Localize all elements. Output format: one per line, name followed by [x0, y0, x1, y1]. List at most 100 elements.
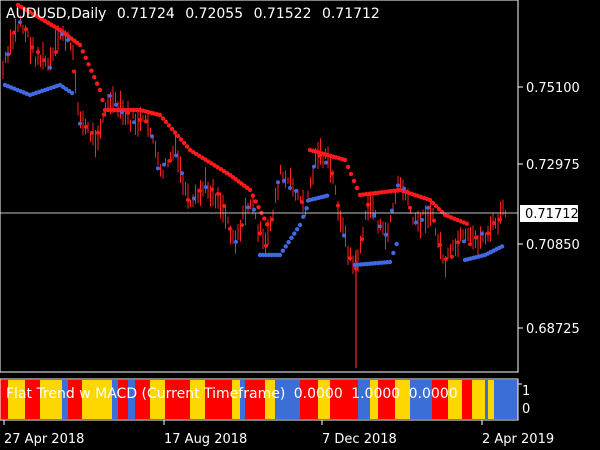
- time-tick-label: 27 Apr 2018: [4, 432, 84, 447]
- indicator-stripe: [40, 380, 62, 419]
- trend-dot: [77, 42, 83, 48]
- trend-dot: [253, 199, 258, 204]
- indicator-axis-bottom: 0: [522, 402, 531, 417]
- trend-dot: [468, 242, 472, 247]
- trend-dot: [102, 112, 106, 117]
- trend-dot: [174, 153, 178, 158]
- chart-title: AUDUSD,Daily 0.71724 0.72055 0.71522 0.7…: [6, 6, 386, 22]
- trend-dot: [486, 231, 490, 236]
- trend-dot: [492, 220, 496, 225]
- trend-dot: [78, 121, 82, 126]
- indicator-stripe: [128, 380, 135, 419]
- trend-dot: [324, 160, 328, 165]
- indicator-stripe: [318, 380, 330, 419]
- trend-dot: [432, 218, 436, 223]
- trend-dot: [144, 119, 148, 124]
- trend-dots: [2, 2, 505, 271]
- trend-dot: [157, 112, 163, 118]
- time-tick-label: 2 Apr 2019: [482, 432, 554, 447]
- main-frame: [0, 0, 519, 373]
- indicator-stripe: [432, 380, 448, 419]
- trend-dot: [427, 197, 433, 203]
- trend-dot: [86, 62, 91, 67]
- trend-dot: [366, 202, 370, 207]
- trend-dot: [336, 203, 340, 208]
- trend-dot: [169, 126, 175, 132]
- indicator-stripe: [8, 380, 25, 419]
- indicator-stripe: [485, 380, 488, 419]
- indicator-stripe: [488, 380, 494, 419]
- indicator-stripe: [448, 380, 462, 419]
- indicator-stripe: [275, 380, 300, 419]
- trend-dot: [430, 200, 436, 206]
- trend-dot: [162, 162, 166, 167]
- trend-dot: [100, 97, 105, 103]
- trend-dot: [252, 207, 256, 212]
- indicator-stripe: [472, 380, 485, 419]
- trend-dot: [150, 134, 154, 139]
- time-tick-label: 17 Aug 2018: [164, 432, 247, 447]
- trend-dot: [286, 239, 291, 245]
- trend-dot: [192, 196, 196, 201]
- trend-dot: [97, 87, 103, 93]
- trend-dot: [54, 50, 58, 55]
- trend-dot: [84, 124, 88, 129]
- trend-dot: [294, 188, 298, 193]
- trend-dot: [283, 244, 288, 249]
- indicator-stripe: [245, 380, 265, 419]
- trend-dot: [181, 140, 187, 146]
- trend-dot: [384, 232, 388, 237]
- time-axis: 27 Apr 2018 17 Aug 2018 7 Dec 2018 2 Apr 20…: [3, 420, 554, 447]
- indicator-name: Flat Trend w MACD (Current Timeframe): [6, 386, 286, 402]
- trend-dot: [204, 185, 208, 190]
- trend-dot: [120, 110, 124, 115]
- price-tick-label: 0.72975: [526, 158, 580, 173]
- trend-dot: [132, 120, 136, 125]
- trend-dot: [391, 250, 396, 256]
- trend-dot: [444, 257, 448, 262]
- indicator-stripe: [265, 380, 275, 419]
- price-tick-label: 0.68725: [526, 322, 580, 337]
- indicator-value-2: 1.0000: [351, 386, 401, 402]
- trend-dot: [138, 117, 142, 122]
- trend-dot: [436, 206, 442, 212]
- trend-dot: [256, 204, 261, 210]
- trend-dot: [66, 38, 70, 43]
- trend-dot: [348, 171, 354, 177]
- trend-dot: [498, 217, 502, 222]
- indicator-frame: [0, 378, 519, 421]
- trend-dot: [306, 198, 310, 203]
- indicator-value-3: 0.0000: [408, 386, 458, 402]
- trend-dot: [92, 74, 97, 80]
- trend-dot: [318, 153, 322, 158]
- indicator-stripe: [112, 380, 118, 419]
- trend-dot: [348, 256, 352, 261]
- indicator-stripe: [330, 380, 358, 419]
- indicator-stripe: [68, 380, 82, 419]
- price-bars: [2, 15, 506, 368]
- trend-dot: [96, 130, 100, 135]
- trend-dot: [264, 222, 270, 227]
- indicator-stripe: [25, 380, 40, 419]
- trend-dot: [464, 221, 470, 226]
- indicator-stripe: [240, 380, 245, 419]
- trend-dot: [342, 233, 346, 238]
- indicator-label: Flat Trend w MACD (Current Timeframe) 0.…: [6, 386, 462, 402]
- trend-dot: [166, 123, 172, 128]
- trend-dot: [163, 119, 169, 125]
- indicator-stripe: [165, 380, 190, 419]
- trend-dot: [433, 203, 439, 209]
- trend-dot: [234, 239, 238, 244]
- trend-dot: [282, 178, 286, 183]
- indicator-stripe: [82, 380, 112, 419]
- current-price-label: 0.71712: [525, 207, 579, 222]
- trend-dot: [360, 237, 364, 242]
- current-price-box: [520, 205, 578, 222]
- price-tick-label: 0.70850: [526, 238, 580, 253]
- trend-dot: [30, 45, 34, 50]
- trend-dot: [426, 205, 430, 210]
- indicator-stripe: [462, 380, 472, 419]
- trend-dot: [108, 93, 112, 98]
- time-tick-label: 7 Dec 2018: [322, 432, 397, 447]
